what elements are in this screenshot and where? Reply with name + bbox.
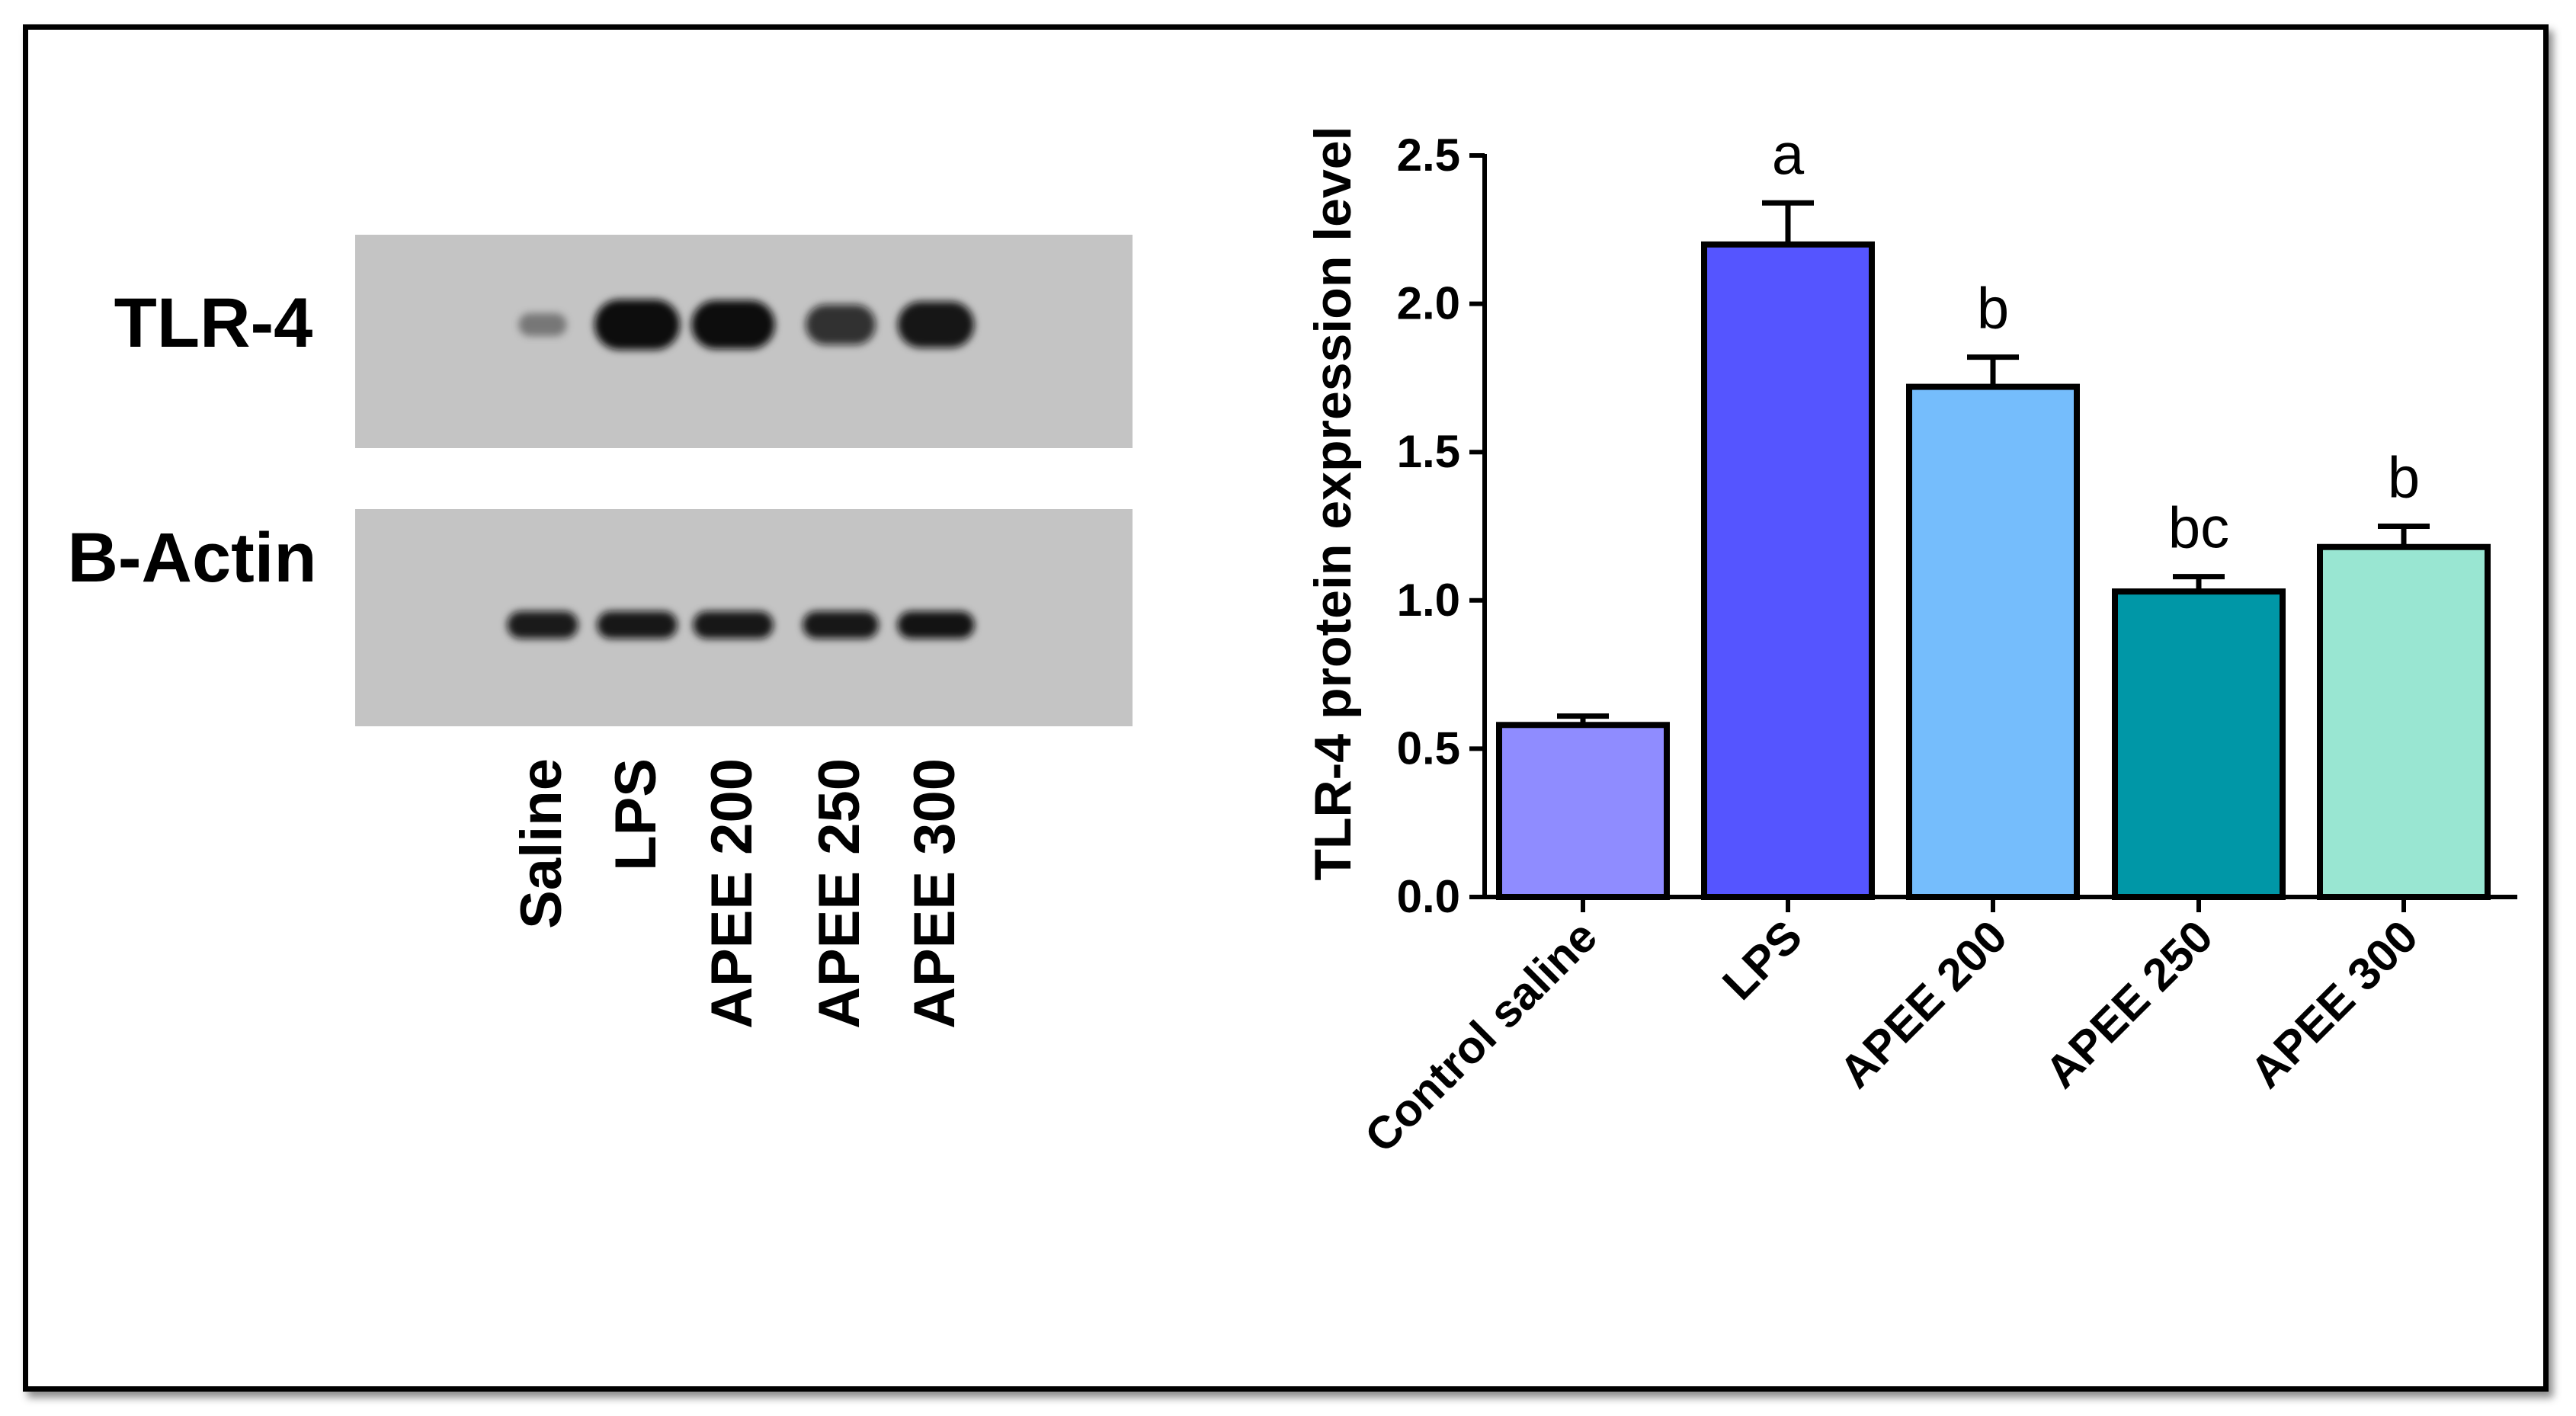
y-tick-label: 0.5 — [1397, 722, 1460, 774]
significance-label: b — [1977, 277, 2009, 341]
y-tick-label: 1.0 — [1397, 575, 1460, 626]
y-tick-label: 2.0 — [1397, 278, 1460, 329]
blot-band — [803, 611, 879, 639]
blot-band — [897, 301, 975, 348]
blot-lane-label: APEE 250 — [807, 758, 872, 1029]
blot-band — [594, 300, 680, 350]
blot-band — [691, 300, 775, 349]
bar — [2317, 543, 2491, 901]
bar — [2112, 588, 2286, 901]
blot-row-label: B-Actin — [67, 519, 316, 597]
significance-label: bc — [2168, 496, 2229, 561]
significance-label: a — [1772, 122, 1805, 187]
blot-row-label: TLR-4 — [114, 284, 313, 362]
blot-lane-label: LPS — [604, 758, 668, 871]
significance-label: b — [2388, 446, 2420, 511]
y-tick-label: 1.5 — [1397, 426, 1460, 477]
western-blot: TLR-4 B-Actin Saline LPS APEE 200 APEE 250 APE… — [67, 235, 1133, 1029]
x-tick-label: APEE 250 — [2036, 911, 2222, 1097]
x-tick-label: Control saline — [1355, 911, 1607, 1162]
blot-band — [518, 313, 567, 336]
blot-lane-label: Saline — [509, 758, 574, 929]
blot-band — [507, 611, 578, 639]
blot-band — [693, 611, 774, 639]
blot-lane-label: APEE 300 — [902, 758, 967, 1029]
bar-chart: 0.0 0.5 1.0 1.5 2.0 2.5 TLR-4 protein expressi… — [1304, 122, 2517, 1162]
blot-band — [897, 611, 975, 639]
blot-band — [597, 611, 678, 639]
blot-band — [806, 304, 876, 345]
y-axis-label: TLR-4 protein expression level — [1304, 126, 1362, 880]
bar — [1496, 722, 1670, 900]
bar — [1701, 241, 1875, 900]
x-tick-label: APEE 300 — [2241, 911, 2427, 1097]
x-tick-label: APEE 200 — [1830, 911, 2017, 1097]
bar — [1906, 383, 2080, 900]
y-tick-label: 0.0 — [1397, 871, 1460, 922]
y-tick-label: 2.5 — [1397, 130, 1460, 181]
x-tick-label: LPS — [1713, 911, 1812, 1010]
blot-lane-label: APEE 200 — [700, 758, 764, 1029]
